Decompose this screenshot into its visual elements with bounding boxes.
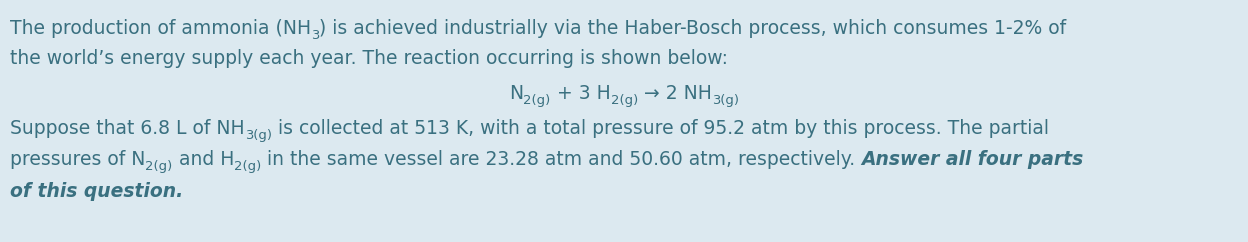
- Text: The production of ammonia (NH: The production of ammonia (NH: [10, 19, 311, 38]
- Text: Answer all four parts: Answer all four parts: [861, 150, 1083, 169]
- Text: of this question.: of this question.: [10, 182, 183, 201]
- Text: 2(g): 2(g): [610, 94, 638, 107]
- Text: pressures of N: pressures of N: [10, 150, 145, 169]
- Text: + 3 H: + 3 H: [550, 84, 610, 103]
- Text: is collected at 513 K, with a total pressure of 95.2 atm by this process. The pa: is collected at 513 K, with a total pres…: [272, 119, 1048, 138]
- Text: → 2 NH: → 2 NH: [638, 84, 711, 103]
- Text: and H: and H: [172, 150, 235, 169]
- Text: 2(g): 2(g): [145, 160, 172, 173]
- Text: the world’s energy supply each year. The reaction occurring is shown below:: the world’s energy supply each year. The…: [10, 49, 728, 68]
- Text: N: N: [509, 84, 523, 103]
- Text: 3(g): 3(g): [711, 94, 739, 107]
- Text: 3(g): 3(g): [245, 129, 272, 142]
- Text: 2(g): 2(g): [523, 94, 550, 107]
- Text: in the same vessel are 23.28 atm and 50.60 atm, respectively.: in the same vessel are 23.28 atm and 50.…: [261, 150, 861, 169]
- Text: ) is achieved industrially via the Haber-Bosch process, which consumes 1-2% of: ) is achieved industrially via the Haber…: [319, 19, 1067, 38]
- Text: 2(g): 2(g): [235, 160, 261, 173]
- Text: Suppose that 6.8 L of NH: Suppose that 6.8 L of NH: [10, 119, 245, 138]
- Text: 3: 3: [311, 29, 319, 42]
